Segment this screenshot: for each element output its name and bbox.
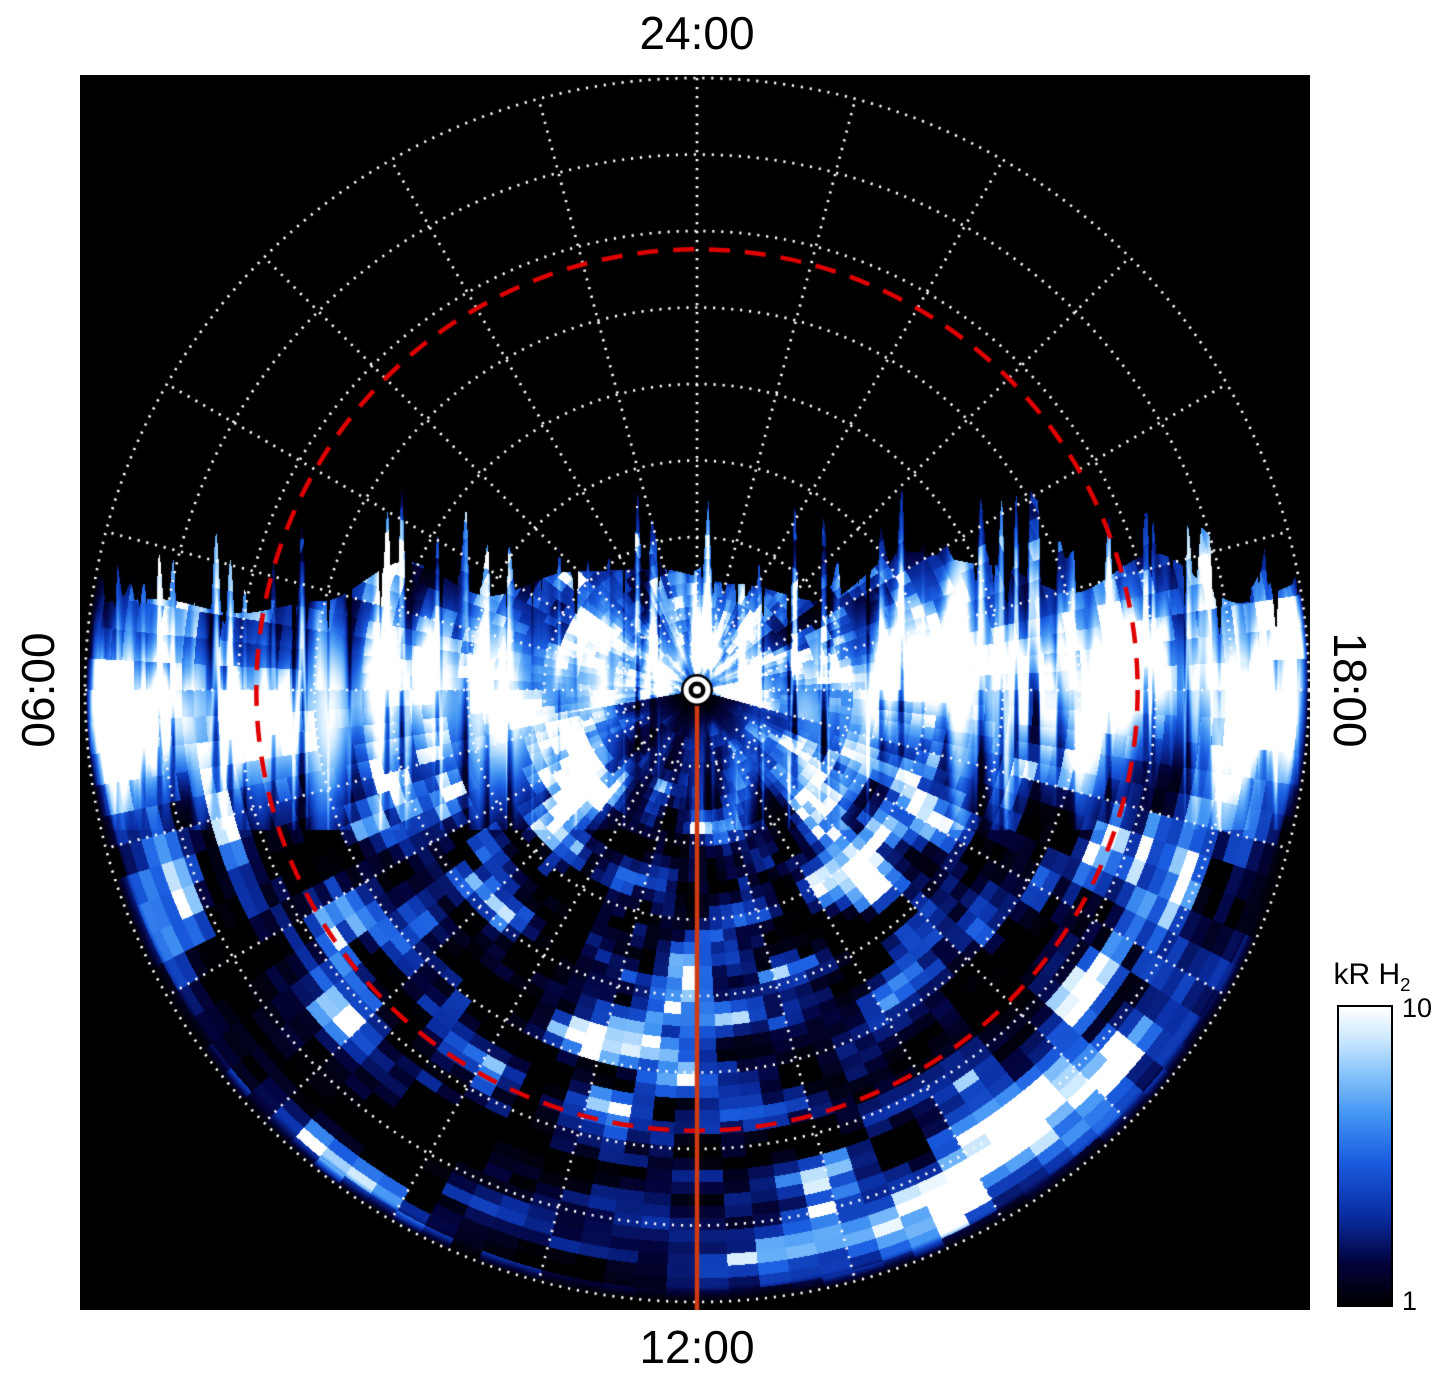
local-time-label-left: 06:00 bbox=[12, 632, 64, 748]
colorbar-title: kR H2 bbox=[1312, 960, 1432, 995]
colorbar-gradient bbox=[1339, 1007, 1391, 1305]
colorbar-tick-min: 1 bbox=[1402, 1286, 1418, 1316]
local-time-label-right: 18:00 bbox=[1324, 632, 1376, 748]
colorbar bbox=[1337, 1005, 1393, 1307]
local-time-label-top: 24:00 bbox=[639, 7, 755, 59]
colorbar-title-main: kR H bbox=[1333, 958, 1401, 991]
local-time-label-bottom: 12:00 bbox=[639, 1321, 755, 1373]
colorbar-tick-max: 10 bbox=[1402, 993, 1433, 1023]
colorbar-title-sub: 2 bbox=[1400, 974, 1411, 995]
plot-area bbox=[80, 75, 1310, 1310]
aurora-heatmap-canvas bbox=[80, 75, 1310, 1310]
